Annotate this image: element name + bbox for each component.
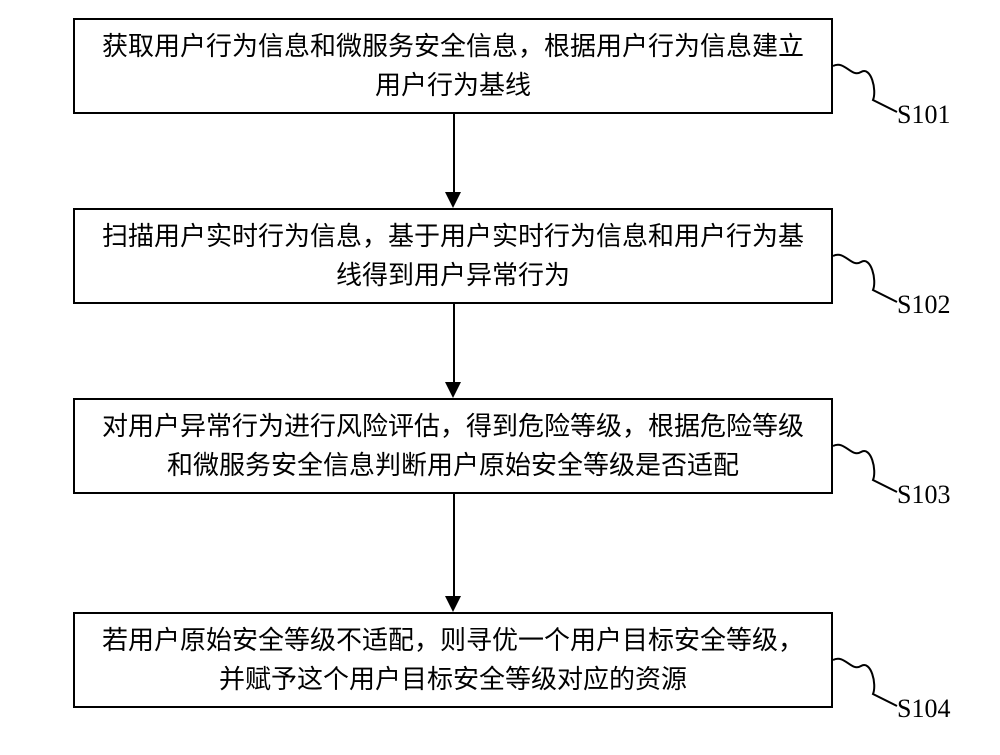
connector-squiggle <box>833 50 903 130</box>
edge-arrowhead <box>445 596 461 612</box>
edge-arrowhead <box>445 192 461 208</box>
edge-line <box>453 494 455 596</box>
node-text: 扫描用户实时行为信息，基于用户实时行为信息和用户行为基线得到用户异常行为 <box>95 217 811 295</box>
edge-line <box>453 304 455 382</box>
node-text: 获取用户行为信息和微服务安全信息，根据用户行为信息建立用户行为基线 <box>95 27 811 105</box>
edge-line <box>453 114 455 192</box>
node-label: S104 <box>897 694 950 724</box>
edge-arrowhead <box>445 382 461 398</box>
flowchart-canvas: 获取用户行为信息和微服务安全信息，根据用户行为信息建立用户行为基线 S101 扫… <box>0 0 1000 755</box>
connector-squiggle <box>833 430 903 510</box>
node-text: 对用户异常行为进行风险评估，得到危险等级，根据危险等级和微服务安全信息判断用户原… <box>95 407 811 485</box>
flowchart-node: 扫描用户实时行为信息，基于用户实时行为信息和用户行为基线得到用户异常行为 <box>73 208 833 304</box>
node-label: S102 <box>897 290 950 320</box>
node-label: S101 <box>897 100 950 130</box>
connector-squiggle <box>833 240 903 320</box>
flowchart-node: 若用户原始安全等级不适配，则寻优一个用户目标安全等级，并赋予这个用户目标安全等级… <box>73 612 833 708</box>
node-label: S103 <box>897 480 950 510</box>
flowchart-node: 对用户异常行为进行风险评估，得到危险等级，根据危险等级和微服务安全信息判断用户原… <box>73 398 833 494</box>
node-text: 若用户原始安全等级不适配，则寻优一个用户目标安全等级，并赋予这个用户目标安全等级… <box>95 621 811 699</box>
connector-squiggle <box>833 644 903 724</box>
flowchart-node: 获取用户行为信息和微服务安全信息，根据用户行为信息建立用户行为基线 <box>73 18 833 114</box>
